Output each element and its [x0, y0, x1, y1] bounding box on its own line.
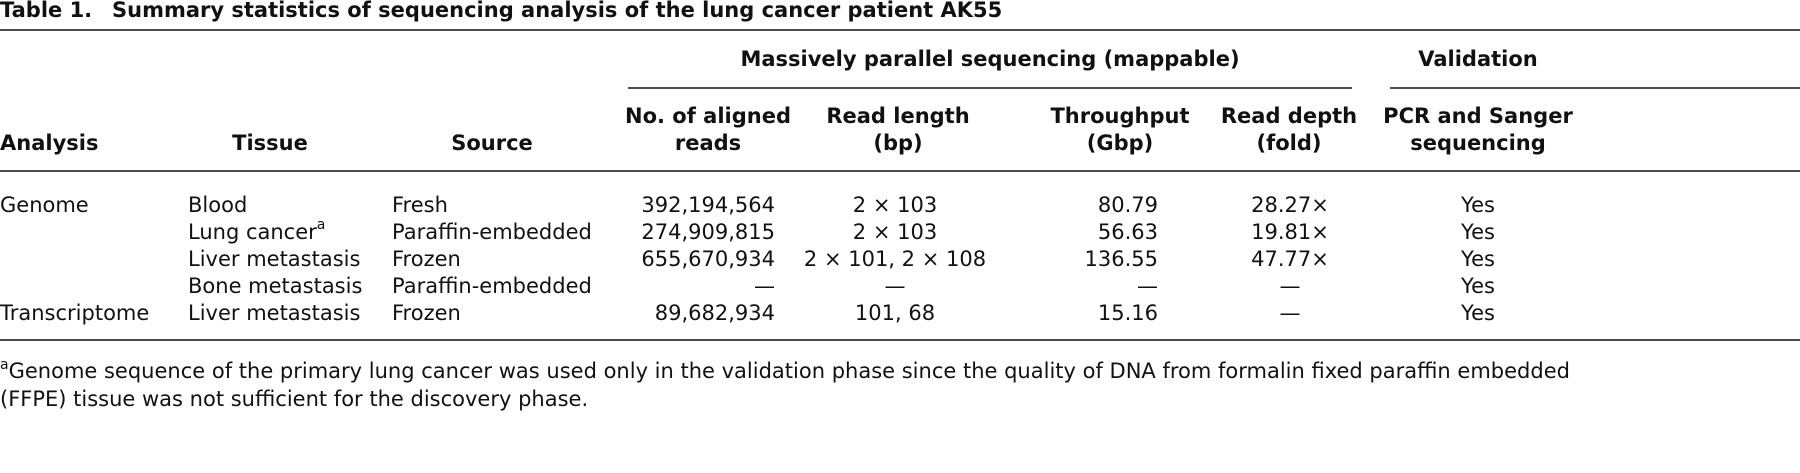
- cell-text: 2 × 103: [853, 193, 937, 217]
- cell-text: 2 × 101, 2 × 108: [804, 247, 986, 271]
- column-header: Analysis: [0, 131, 98, 155]
- footnote-line: aGenome sequence of the primary lung can…: [0, 357, 1570, 383]
- cell-text: Frozen: [392, 247, 461, 271]
- cell: 136.55: [1085, 247, 1158, 271]
- cell-text: Liver metastasis: [188, 301, 360, 325]
- cell-text: 56.63: [1098, 220, 1158, 244]
- cell: Fresh: [392, 193, 448, 217]
- cell: Paraffin-embedded: [392, 274, 592, 298]
- cell: Bone metastasis: [188, 274, 362, 298]
- column-header: PCR and Sanger: [1383, 104, 1573, 128]
- cell-text: 392,194,564: [641, 193, 775, 217]
- group-header: Validation: [1418, 47, 1538, 71]
- cell: Frozen: [392, 301, 461, 325]
- column-header: Tissue: [232, 131, 308, 155]
- cell-text: Yes: [1460, 274, 1495, 298]
- cell: —: [885, 274, 906, 298]
- cell: Yes: [1460, 193, 1495, 217]
- cell-text: 274,909,815: [641, 220, 775, 244]
- cell: Blood: [188, 193, 247, 217]
- column-header: (fold): [1257, 131, 1322, 155]
- cell: 80.79: [1098, 193, 1158, 217]
- cell: 15.16: [1098, 301, 1158, 325]
- cell: Yes: [1460, 274, 1495, 298]
- cell: 47.77×: [1251, 247, 1329, 271]
- cell: —: [754, 274, 775, 298]
- footnote-marker: a: [317, 217, 326, 233]
- cell: Transcriptome: [0, 301, 149, 325]
- cell-text: —: [1280, 301, 1301, 325]
- cell: 392,194,564: [641, 193, 775, 217]
- column-header: reads: [675, 131, 741, 155]
- cell-text: Liver metastasis: [188, 247, 360, 271]
- cell: 655,670,934: [641, 247, 775, 271]
- cell-text: 101, 68: [855, 301, 935, 325]
- cell: Yes: [1460, 301, 1495, 325]
- cell-text: 19.81×: [1251, 220, 1329, 244]
- column-header: (bp): [873, 131, 922, 155]
- cell: Liver metastasis: [188, 301, 360, 325]
- cell: 19.81×: [1251, 220, 1329, 244]
- cell: 101, 68: [855, 301, 935, 325]
- column-header: sequencing: [1410, 131, 1546, 155]
- column-header: No. of aligned: [625, 104, 791, 128]
- cell-text: —: [1137, 274, 1158, 298]
- cell: 89,682,934: [655, 301, 775, 325]
- cell: 274,909,815: [641, 220, 775, 244]
- footnote-line: (FFPE) tissue was not sufficient for the…: [0, 387, 588, 411]
- cell: 2 × 103: [853, 193, 937, 217]
- cell-text: —: [754, 274, 775, 298]
- cell: Paraffin-embedded: [392, 220, 592, 244]
- cell: 56.63: [1098, 220, 1158, 244]
- column-header: Throughput: [1050, 104, 1189, 128]
- cell: —: [1280, 301, 1301, 325]
- footnote-marker: a: [0, 357, 9, 373]
- cell-text: Yes: [1460, 220, 1495, 244]
- group-header: Massively parallel sequencing (mappable): [740, 47, 1239, 71]
- cell-text: Frozen: [392, 301, 461, 325]
- caption-label: Table 1.: [0, 0, 92, 22]
- cell: —: [1137, 274, 1158, 298]
- cell: 28.27×: [1251, 193, 1329, 217]
- cell: Yes: [1460, 247, 1495, 271]
- cell-text: 15.16: [1098, 301, 1158, 325]
- footnote-text: (FFPE) tissue was not sufficient for the…: [0, 387, 588, 411]
- cell: Yes: [1460, 220, 1495, 244]
- cell-text: Fresh: [392, 193, 448, 217]
- cell-text: Genome: [0, 193, 89, 217]
- column-header: Source: [451, 131, 533, 155]
- cell-text: Paraffin-embedded: [392, 274, 592, 298]
- cell: 2 × 101, 2 × 108: [804, 247, 986, 271]
- cell-text: Blood: [188, 193, 247, 217]
- cell-text: Yes: [1460, 247, 1495, 271]
- cell-text: —: [885, 274, 906, 298]
- cell-text: Bone metastasis: [188, 274, 362, 298]
- cell-text: —: [1280, 274, 1301, 298]
- cell-text: Transcriptome: [0, 301, 149, 325]
- cell-text: 80.79: [1098, 193, 1158, 217]
- cell-text: 136.55: [1085, 247, 1158, 271]
- footnote-text: Genome sequence of the primary lung canc…: [9, 359, 1570, 383]
- cell: 2 × 103: [853, 220, 937, 244]
- caption-title: Summary statistics of sequencing analysi…: [112, 0, 1002, 22]
- column-header: (Gbp): [1087, 131, 1154, 155]
- cell-text: Yes: [1460, 301, 1495, 325]
- cell: —: [1280, 274, 1301, 298]
- cell: Liver metastasis: [188, 247, 360, 271]
- cell-text: 89,682,934: [655, 301, 775, 325]
- column-header: Read length: [826, 104, 969, 128]
- cell-text: 28.27×: [1251, 193, 1329, 217]
- column-header: Read depth: [1221, 104, 1357, 128]
- cell-text: Lung cancer: [188, 220, 317, 244]
- cell: Lung cancera: [188, 217, 325, 244]
- cell: Genome: [0, 193, 89, 217]
- cell-text: 655,670,934: [641, 247, 775, 271]
- cell: Frozen: [392, 247, 461, 271]
- cell-text: Paraffin-embedded: [392, 220, 592, 244]
- cell-text: Yes: [1460, 193, 1495, 217]
- cell-text: 47.77×: [1251, 247, 1329, 271]
- cell-text: 2 × 103: [853, 220, 937, 244]
